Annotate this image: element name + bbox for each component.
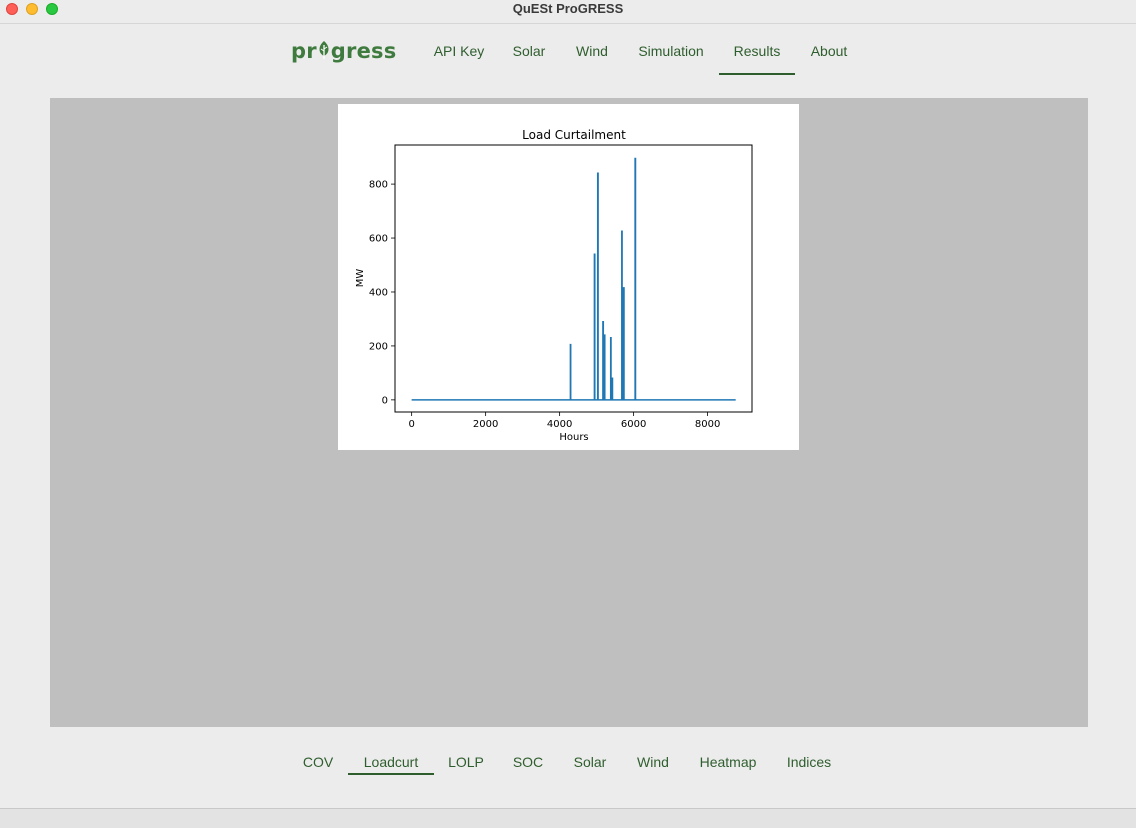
tab-api-key[interactable]: API Key (433, 43, 485, 59)
window-title: QuESt ProGRESS (512, 1, 624, 16)
subtab-indices[interactable]: Indices (786, 754, 832, 770)
leaf-icon (319, 41, 329, 59)
main-nav: API Key Solar Wind Simulation Results Ab… (0, 41, 1136, 75)
subtab-loadcurt[interactable]: Loadcurt (348, 754, 434, 775)
plot-frame (394, 144, 753, 413)
chart-svg: Load Curtailment Hours MW 0 2000 4000 6000 8… (355, 128, 753, 443)
x-tick-label: 2000 (473, 419, 498, 430)
tab-wind[interactable]: Wind (576, 43, 608, 59)
y-tick-label: 800 (369, 180, 388, 191)
tab-solar[interactable]: Solar (512, 43, 546, 59)
tab-about[interactable]: About (810, 43, 848, 59)
logo-text-part2: gress (330, 39, 397, 63)
window-maximize-button[interactable] (46, 3, 58, 15)
window-titlebar: QuESt ProGRESS (0, 0, 1136, 24)
status-bar (0, 808, 1136, 828)
subtab-heatmap[interactable]: Heatmap (699, 754, 757, 770)
subtab-soc[interactable]: SOC (512, 754, 544, 770)
subtab-solar[interactable]: Solar (573, 754, 607, 770)
x-tick-label: 4000 (547, 419, 572, 430)
progress-logo: pr gress (291, 37, 396, 65)
subtab-lolp[interactable]: LOLP (448, 754, 484, 770)
subtab-cov[interactable]: COV (302, 754, 334, 770)
y-tick-label: 0 (382, 395, 388, 406)
chart-title: Load Curtailment (522, 128, 626, 142)
results-subnav: COV Loadcurt LOLP SOC Solar Wind Heatmap… (0, 754, 1136, 778)
logo-text-part1: pr (291, 39, 317, 63)
load-curtailment-plot: Load Curtailment Hours MW 0 2000 4000 6000 8… (338, 104, 799, 450)
tab-simulation[interactable]: Simulation (638, 43, 704, 59)
tab-results[interactable]: Results (719, 41, 795, 75)
y-tick-label: 600 (369, 234, 388, 245)
x-axis-label: Hours (559, 432, 588, 443)
y-tick-label: 200 (369, 341, 388, 352)
x-tick-label: 6000 (621, 419, 646, 430)
window-minimize-button[interactable] (26, 3, 38, 15)
x-tick-label: 0 (408, 419, 414, 430)
x-tick-label: 8000 (695, 419, 720, 430)
subtab-wind[interactable]: Wind (637, 754, 669, 770)
series-line (411, 157, 736, 401)
y-tick-label: 400 (369, 287, 388, 298)
y-axis-label: MW (355, 269, 366, 288)
window-close-button[interactable] (6, 3, 18, 15)
